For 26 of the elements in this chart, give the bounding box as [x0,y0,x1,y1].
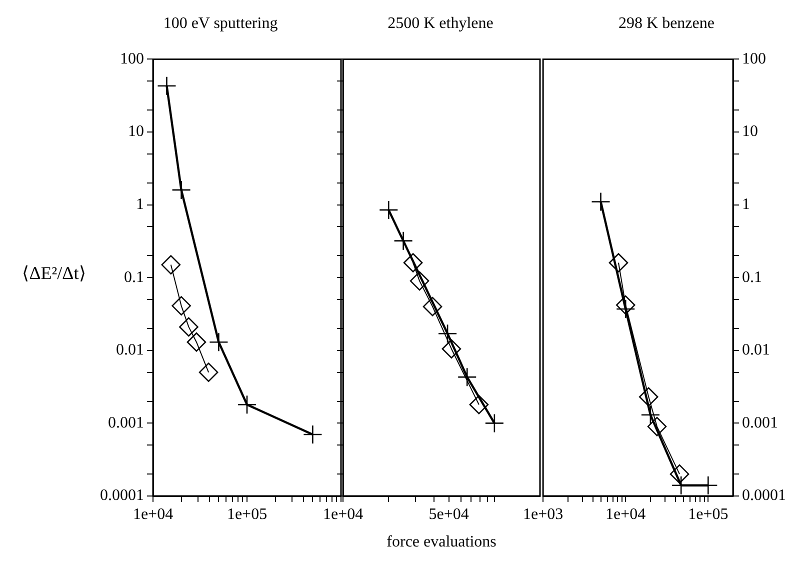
x-tick-label: 1e+04 [323,506,364,523]
y-tick-label: 0.0001 [100,487,144,504]
y-axis-title: ⟨ΔE²/Δt⟩ [21,262,87,284]
y-tick-label: 100 [742,50,766,68]
y-tick-label: 100 [120,50,144,68]
y-tick-label: 10 [742,123,758,140]
x-tick-label: 1e+05 [688,506,728,523]
y-tick-label: 0.0001 [742,487,786,504]
y-tick-label: 1 [136,196,144,214]
y-tick-label: 1 [742,196,750,214]
chart-title: 298 K benzene [618,14,714,32]
chart-title: 100 eV sputtering [163,14,278,32]
y-tick-label: 0.1 [124,268,144,286]
y-tick-label: 0.001 [108,414,144,432]
y-tick-label: 0.001 [742,414,778,432]
x-tick-label: 5e+04 [428,506,469,523]
x-tick-label: 1e+05 [226,506,268,523]
chart-title: 2500 K ethylene [388,14,494,32]
y-tick-label: 10 [128,123,144,140]
x-tick-label: 1e+04 [132,506,174,523]
y-tick-label: 0.01 [116,342,144,359]
y-tick-label: 0.1 [742,268,762,286]
x-axis-title: force evaluations [386,534,496,551]
x-tick-label: 1e+04 [606,506,646,523]
x-tick-label: 1e+03 [523,506,564,523]
y-tick-label: 0.01 [742,342,770,359]
